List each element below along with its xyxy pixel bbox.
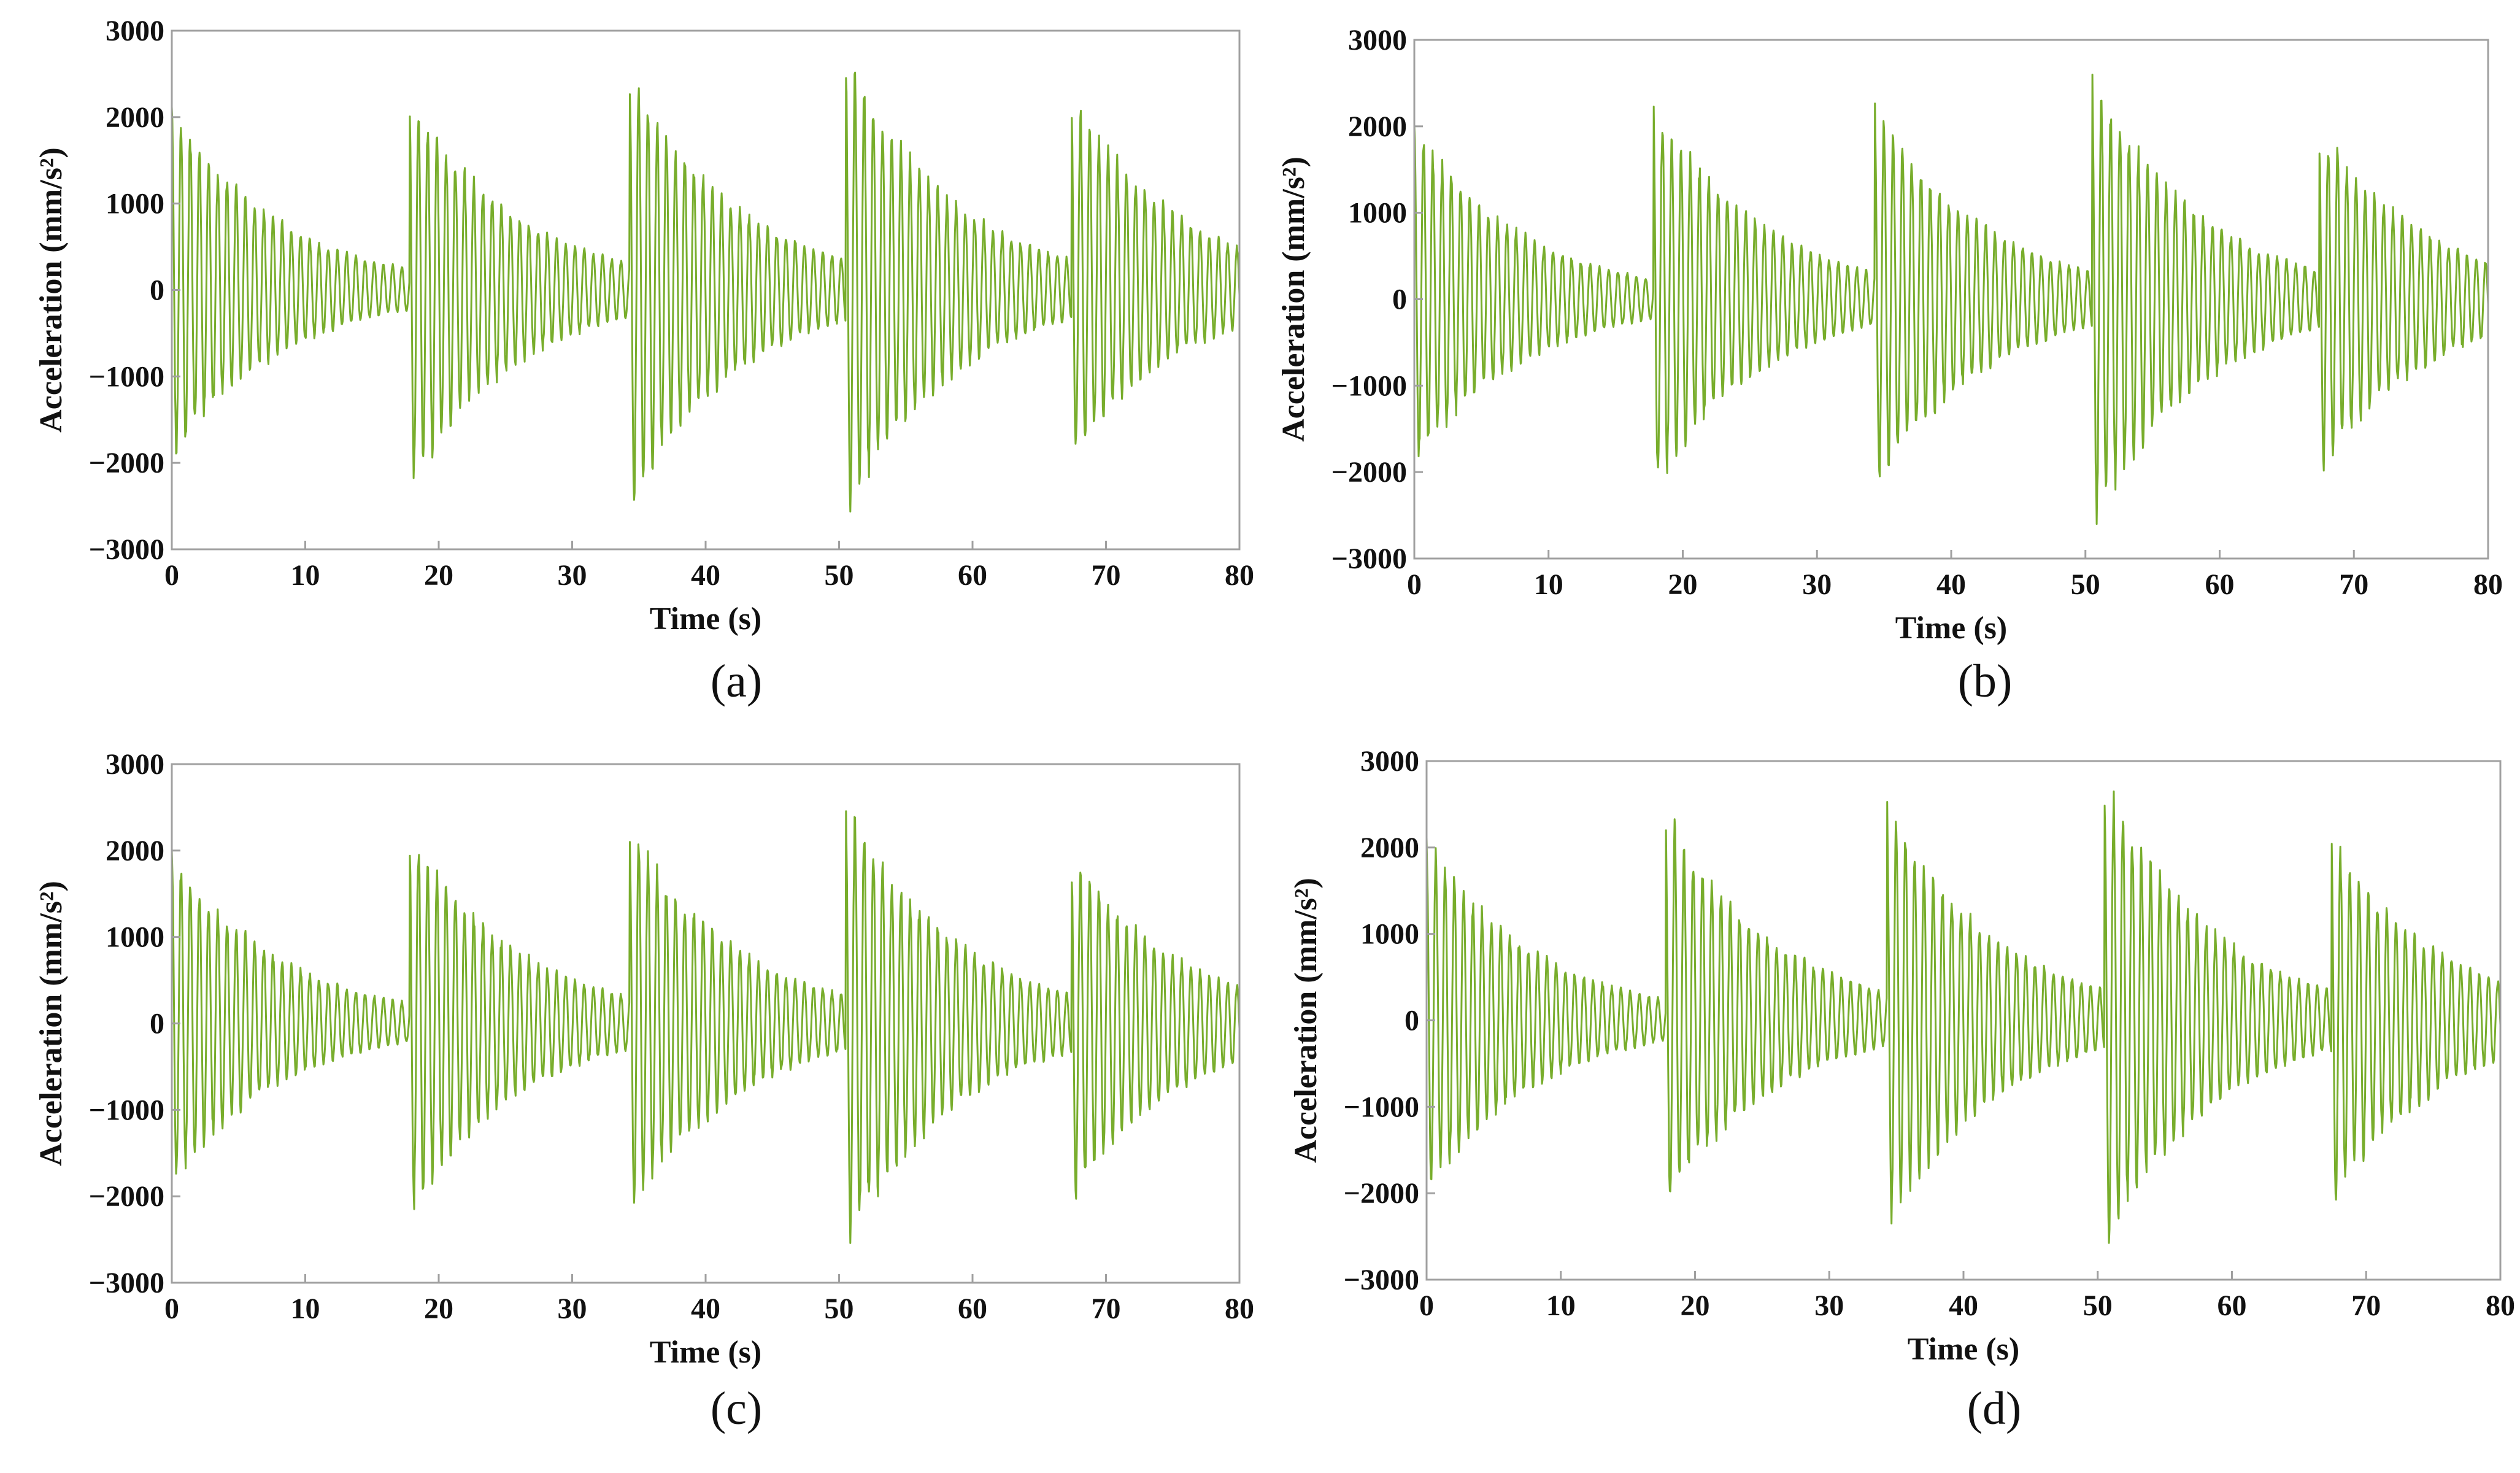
x-tick-label: 40: [1949, 1289, 1978, 1322]
x-tick-label: 10: [1546, 1289, 1576, 1322]
panel-label: (a): [711, 655, 762, 707]
x-tick-label: 50: [2071, 568, 2100, 601]
x-tick-label: 50: [825, 1293, 854, 1325]
x-tick-label: 80: [2473, 568, 2503, 601]
y-tick-label: 3000: [106, 15, 164, 47]
y-tick-label: 3000: [1348, 24, 1407, 56]
x-tick-label: 60: [2205, 568, 2235, 601]
y-axis-label: Acceleration (mm/s²): [1289, 878, 1324, 1163]
y-tick-label: 1000: [1360, 918, 1419, 951]
y-tick-label: −3000: [1331, 543, 1407, 575]
x-axis-label: Time (s): [650, 1335, 761, 1370]
x-tick-label: 50: [825, 559, 854, 592]
y-tick-label: −1000: [89, 360, 164, 393]
x-tick-label: 0: [1419, 1289, 1434, 1322]
x-tick-label: 40: [691, 1293, 720, 1325]
acceleration-series-line: [1413, 74, 2489, 525]
x-tick-label: 70: [2339, 568, 2368, 601]
x-tick-label: 30: [1814, 1289, 1844, 1322]
x-tick-label: 10: [1534, 568, 1563, 601]
x-tick-label: 10: [291, 1293, 320, 1325]
y-tick-label: 3000: [1360, 745, 1419, 778]
x-tick-label: 30: [558, 559, 587, 592]
x-tick-label: 20: [1681, 1289, 1710, 1322]
y-tick-label: 0: [150, 1008, 164, 1040]
x-tick-label: 70: [1092, 559, 1121, 592]
x-tick-label: 60: [958, 559, 987, 592]
y-tick-label: 0: [1404, 1005, 1419, 1037]
x-tick-label: 80: [2486, 1289, 2515, 1322]
y-tick-label: 2000: [106, 835, 164, 867]
y-tick-label: −3000: [89, 1267, 164, 1299]
x-tick-label: 70: [1092, 1293, 1121, 1325]
x-axis-label: Time (s): [650, 601, 761, 636]
x-tick-label: 20: [424, 559, 453, 592]
y-axis-label: Acceleration (mm/s²): [34, 147, 69, 433]
y-tick-label: −2000: [1331, 456, 1407, 489]
x-tick-label: 30: [1802, 568, 1832, 601]
y-tick-label: 0: [1392, 284, 1407, 316]
x-tick-label: 50: [2083, 1289, 2113, 1322]
y-tick-label: 3000: [106, 748, 164, 781]
x-tick-label: 40: [1936, 568, 1966, 601]
y-tick-label: −3000: [1344, 1264, 1419, 1296]
acceleration-series-line: [1425, 791, 2502, 1244]
x-tick-label: 20: [1668, 568, 1698, 601]
y-tick-label: −2000: [89, 1180, 164, 1213]
x-tick-label: 80: [1225, 559, 1254, 592]
y-tick-label: 2000: [1348, 110, 1407, 143]
x-tick-label: 60: [958, 1293, 987, 1325]
y-tick-label: 1000: [106, 188, 164, 220]
x-tick-label: 60: [2218, 1289, 2247, 1322]
x-tick-label: 0: [1407, 568, 1422, 601]
y-tick-label: −3000: [89, 533, 164, 566]
y-tick-label: −1000: [1331, 369, 1407, 402]
y-tick-label: 1000: [1348, 197, 1407, 230]
x-axis-label: Time (s): [1908, 1332, 2019, 1367]
y-axis-label: Acceleration (mm/s²): [1276, 157, 1311, 442]
x-tick-label: 0: [164, 559, 179, 592]
y-axis-label: Acceleration (mm/s²): [34, 881, 69, 1166]
panel-label: (c): [711, 1383, 762, 1434]
x-tick-label: 30: [558, 1293, 587, 1325]
y-tick-label: −1000: [1344, 1091, 1419, 1123]
acceleration-series-line: [171, 71, 1241, 512]
acceleration-series-line: [171, 810, 1241, 1244]
x-tick-label: 40: [691, 559, 720, 592]
x-tick-label: 10: [291, 559, 320, 592]
y-tick-label: −2000: [1344, 1177, 1419, 1210]
panel-label: (b): [1958, 655, 2013, 707]
x-tick-label: 70: [2351, 1289, 2381, 1322]
y-tick-label: 2000: [106, 101, 164, 134]
y-tick-label: 1000: [106, 921, 164, 954]
x-axis-label: Time (s): [1895, 611, 2007, 646]
y-tick-label: 0: [150, 274, 164, 307]
y-tick-label: 2000: [1360, 832, 1419, 864]
x-tick-label: 0: [164, 1293, 179, 1325]
panel-label: (d): [1967, 1383, 2022, 1434]
y-tick-label: −2000: [89, 447, 164, 479]
x-tick-label: 20: [424, 1293, 453, 1325]
y-tick-label: −1000: [89, 1094, 164, 1126]
x-tick-label: 80: [1225, 1293, 1254, 1325]
